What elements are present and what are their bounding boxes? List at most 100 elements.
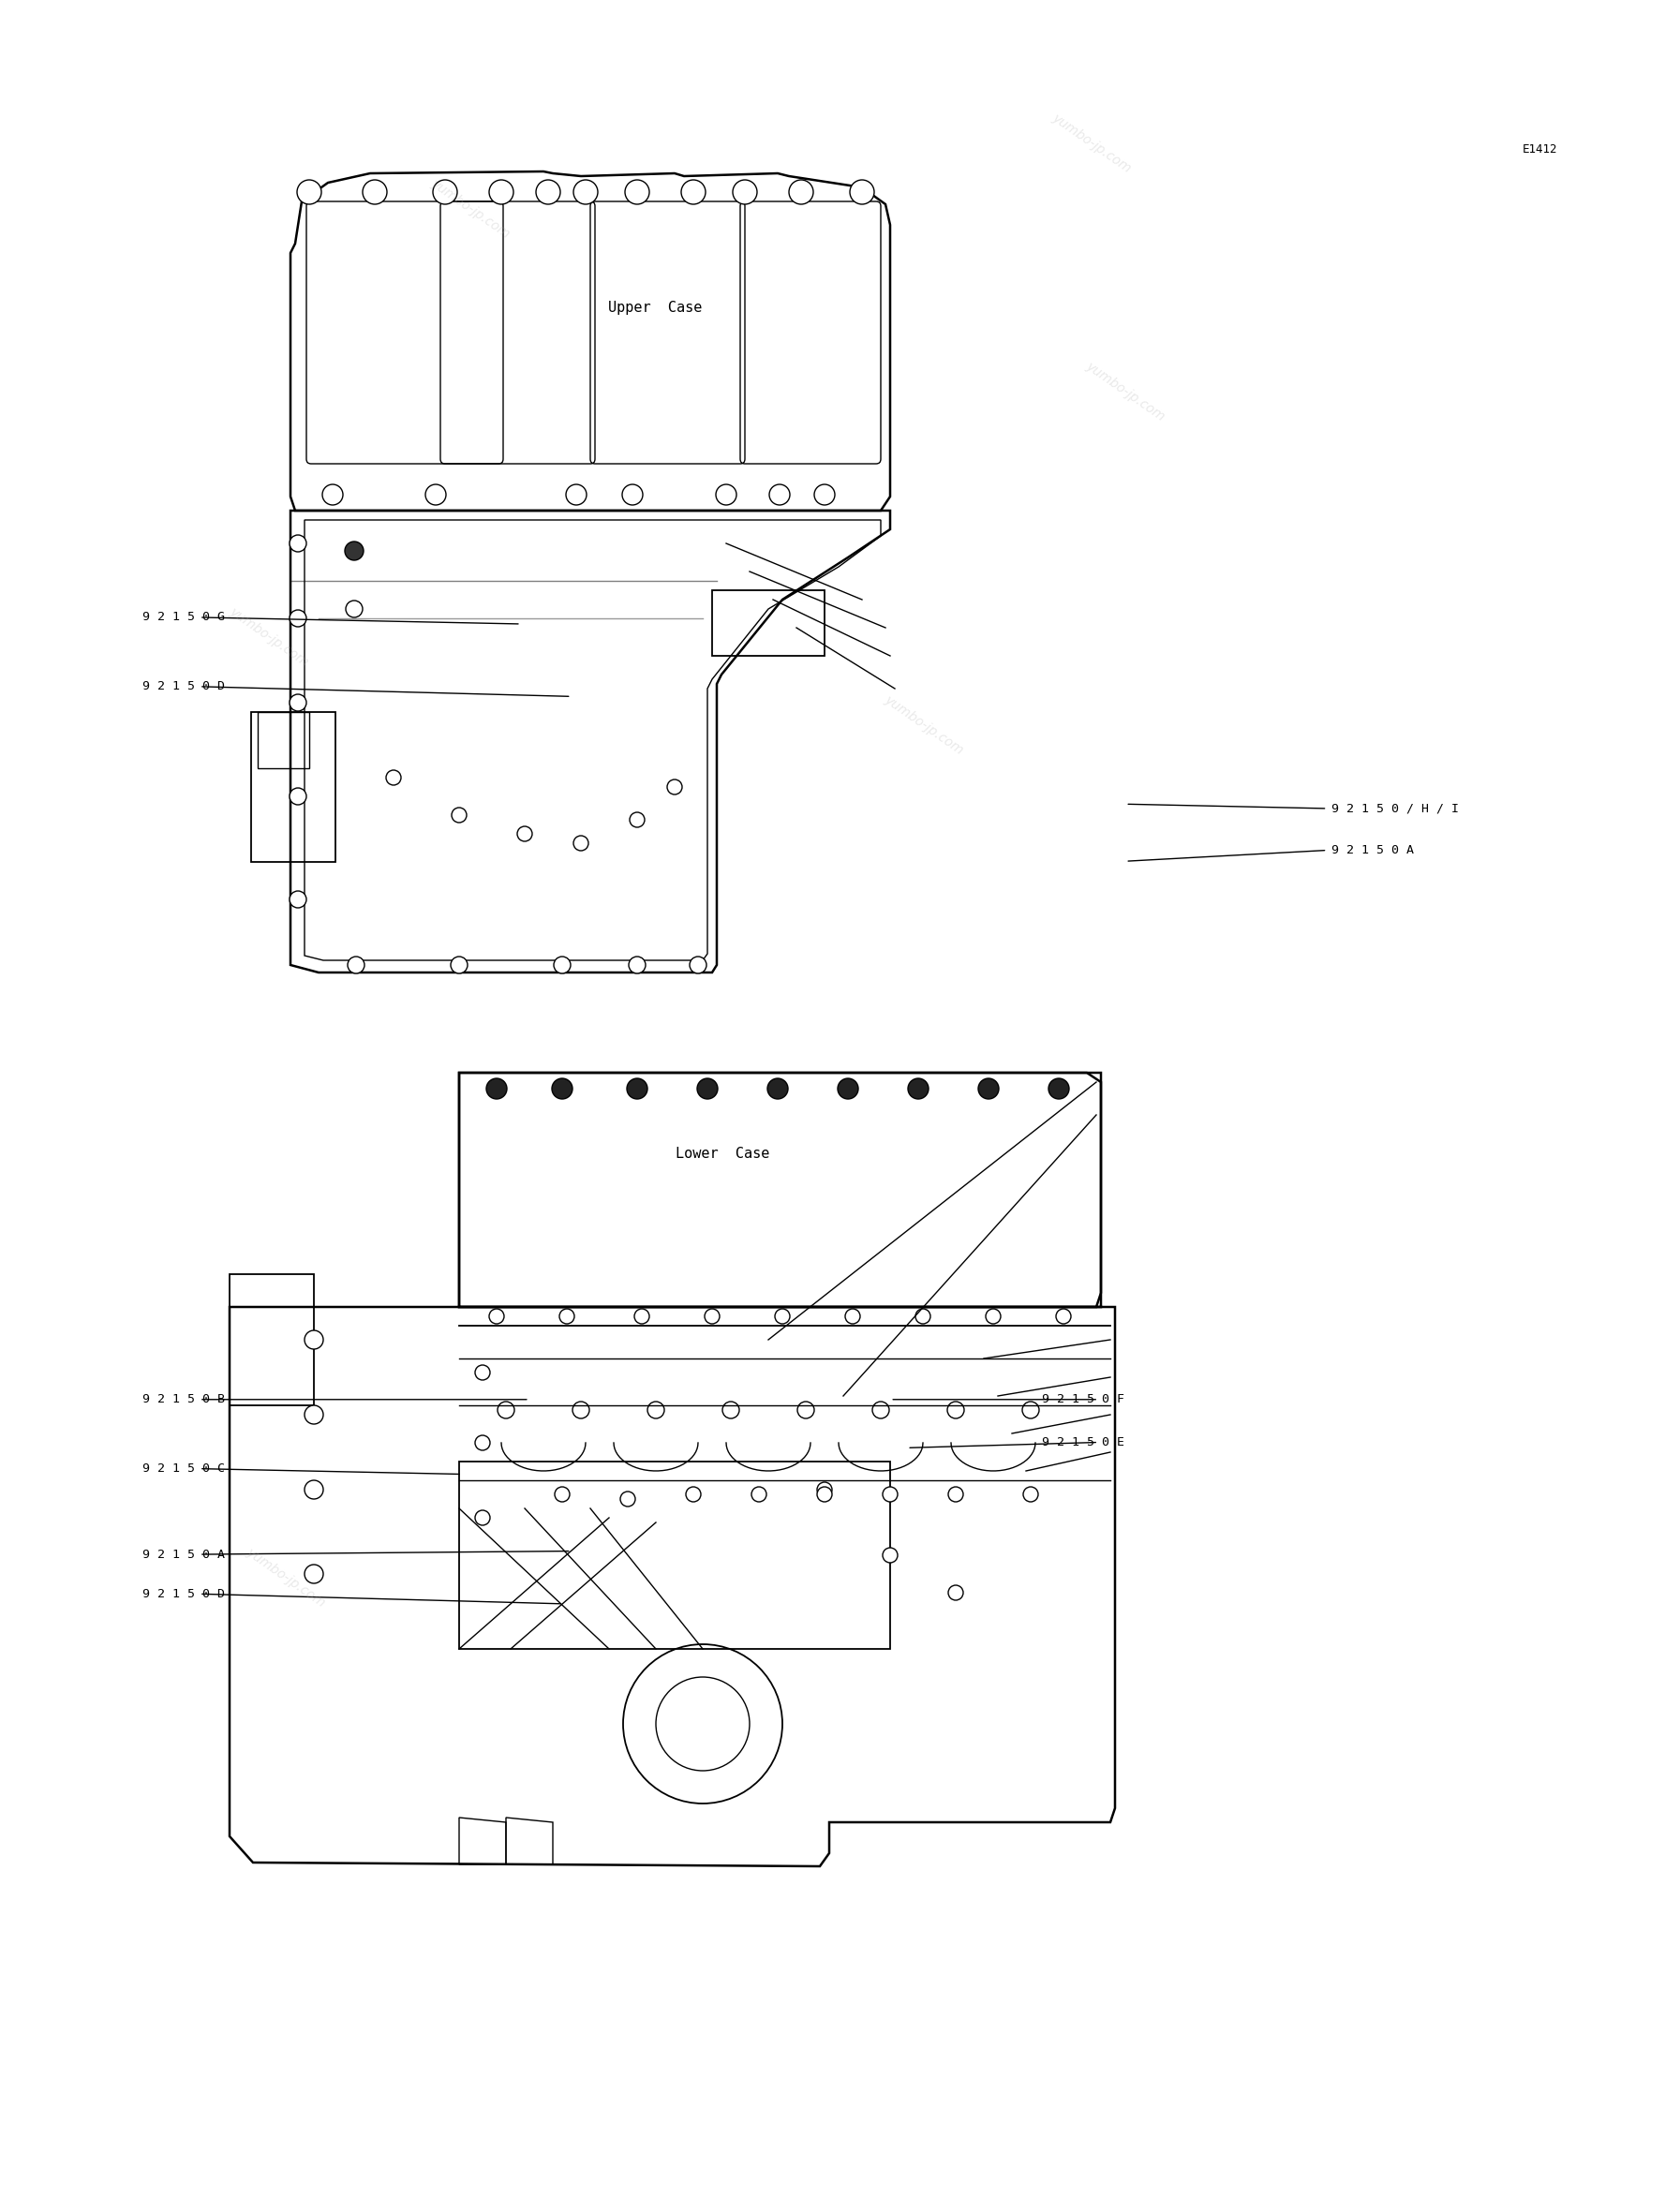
Circle shape <box>680 180 706 204</box>
Bar <box>250 712 336 861</box>
Circle shape <box>452 808 467 822</box>
Circle shape <box>497 1402 514 1419</box>
Circle shape <box>907 1079 929 1098</box>
Circle shape <box>815 483 835 505</box>
Circle shape <box>536 180 561 204</box>
Circle shape <box>573 835 588 850</box>
Circle shape <box>838 1079 858 1098</box>
Circle shape <box>289 789 306 804</box>
Circle shape <box>289 694 306 712</box>
Text: 9 2 1 5 0 C: 9 2 1 5 0 C <box>143 1463 225 1474</box>
Circle shape <box>304 1481 323 1498</box>
Text: 9 2 1 5 0 D: 9 2 1 5 0 D <box>143 1588 225 1599</box>
Circle shape <box>289 892 306 907</box>
Circle shape <box>647 1402 664 1419</box>
Text: Lower  Case: Lower Case <box>675 1147 769 1160</box>
Text: yumbo-jp.com: yumbo-jp.com <box>428 176 512 242</box>
Circle shape <box>816 1487 832 1503</box>
Circle shape <box>978 1079 1000 1098</box>
Circle shape <box>566 483 586 505</box>
Circle shape <box>751 1487 766 1503</box>
Circle shape <box>722 1402 739 1419</box>
Circle shape <box>768 1079 788 1098</box>
Circle shape <box>551 1079 573 1098</box>
Circle shape <box>774 1309 790 1325</box>
Circle shape <box>872 1402 889 1419</box>
Circle shape <box>845 1309 860 1325</box>
Circle shape <box>816 1483 832 1496</box>
Circle shape <box>517 826 533 841</box>
Text: yumbo-jp.com: yumbo-jp.com <box>1084 358 1168 424</box>
Bar <box>257 712 309 769</box>
Circle shape <box>625 180 650 204</box>
Text: 9 2 1 5 0 A: 9 2 1 5 0 A <box>143 1549 225 1560</box>
Circle shape <box>475 1435 491 1450</box>
Circle shape <box>304 1331 323 1349</box>
Circle shape <box>948 1586 963 1599</box>
Circle shape <box>948 1402 964 1419</box>
Text: 9 2 1 5 0 / H / I: 9 2 1 5 0 / H / I <box>1332 802 1460 815</box>
Circle shape <box>489 180 514 204</box>
Circle shape <box>573 180 598 204</box>
Bar <box>230 1274 314 1406</box>
Circle shape <box>433 180 457 204</box>
Circle shape <box>554 1487 570 1503</box>
Circle shape <box>304 1564 323 1584</box>
Circle shape <box>289 611 306 626</box>
Text: 9 2 1 5 0 A: 9 2 1 5 0 A <box>1332 844 1415 857</box>
Circle shape <box>323 483 343 505</box>
Circle shape <box>790 180 813 204</box>
Bar <box>459 1461 890 1650</box>
Circle shape <box>882 1487 897 1503</box>
Circle shape <box>386 771 402 784</box>
Circle shape <box>732 180 758 204</box>
Circle shape <box>667 780 682 795</box>
Circle shape <box>635 1309 650 1325</box>
Text: 9 2 1 5 0 G: 9 2 1 5 0 G <box>143 611 225 624</box>
Circle shape <box>348 956 365 973</box>
Text: 9 2 1 5 0 B: 9 2 1 5 0 B <box>143 1393 225 1406</box>
Circle shape <box>450 956 467 973</box>
Text: 9 2 1 5 0 F: 9 2 1 5 0 F <box>1042 1393 1124 1406</box>
Text: Upper  Case: Upper Case <box>608 301 702 314</box>
Circle shape <box>1021 1402 1040 1419</box>
Circle shape <box>1057 1309 1070 1325</box>
Circle shape <box>704 1309 719 1325</box>
Text: yumbo-jp.com: yumbo-jp.com <box>227 604 311 670</box>
Circle shape <box>573 1402 590 1419</box>
Circle shape <box>489 1309 504 1325</box>
Circle shape <box>425 483 445 505</box>
Text: 9 2 1 5 0 E: 9 2 1 5 0 E <box>1042 1437 1124 1448</box>
Circle shape <box>620 1492 635 1507</box>
Circle shape <box>716 483 736 505</box>
Circle shape <box>475 1364 491 1380</box>
Text: yumbo-jp.com: yumbo-jp.com <box>882 692 966 758</box>
Circle shape <box>486 1079 507 1098</box>
Circle shape <box>986 1309 1001 1325</box>
Circle shape <box>882 1547 897 1562</box>
Text: yumbo-jp.com: yumbo-jp.com <box>1050 110 1134 176</box>
Circle shape <box>1048 1079 1068 1098</box>
Bar <box>712 591 825 657</box>
Circle shape <box>769 483 790 505</box>
Circle shape <box>475 1509 491 1525</box>
Text: yumbo-jp.com: yumbo-jp.com <box>244 1544 328 1610</box>
Circle shape <box>363 180 386 204</box>
Circle shape <box>304 1406 323 1424</box>
Circle shape <box>289 534 306 551</box>
Text: 9 2 1 5 0 D: 9 2 1 5 0 D <box>143 681 225 692</box>
Circle shape <box>559 1309 575 1325</box>
Circle shape <box>628 956 645 973</box>
Circle shape <box>916 1309 931 1325</box>
Circle shape <box>344 540 363 560</box>
Circle shape <box>948 1487 963 1503</box>
Circle shape <box>798 1402 815 1419</box>
Circle shape <box>1023 1487 1038 1503</box>
Circle shape <box>554 956 571 973</box>
Text: E1412: E1412 <box>1522 143 1557 156</box>
Circle shape <box>697 1079 717 1098</box>
Circle shape <box>297 180 321 204</box>
Circle shape <box>627 1079 647 1098</box>
Circle shape <box>850 180 874 204</box>
Circle shape <box>689 956 707 973</box>
